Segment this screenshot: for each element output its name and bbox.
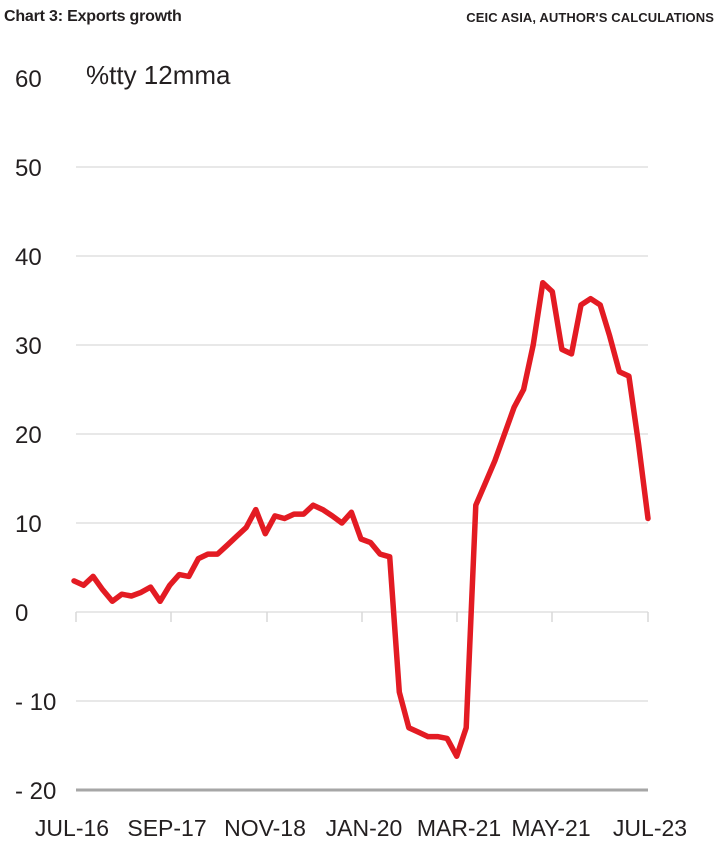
- y-tick-label-50: 50: [15, 155, 42, 182]
- x-tick-label-3: JAN-20: [326, 815, 403, 841]
- chart-title: Chart 3: Exports growth: [4, 8, 182, 25]
- x-tick-label-4: MAR-21: [417, 815, 501, 841]
- x-tick-label-5: MAY-21: [511, 815, 590, 841]
- y-tick-label-60: 60: [15, 66, 42, 93]
- x-tick-label-2: NOV-18: [224, 815, 306, 841]
- y-tick-label-minus-10: - 10: [15, 689, 56, 716]
- x-tick-label-6: JUL-23: [613, 815, 687, 841]
- series-line-exports-growth: [71, 279, 651, 759]
- y-tick-label-30: 30: [15, 333, 42, 360]
- y-axis-unit-label: %tty 12mma: [86, 60, 231, 90]
- y-tick-label-20: 20: [15, 422, 42, 449]
- chart-source: CEIC ASIA, AUTHOR'S CALCULATIONS: [466, 10, 714, 25]
- y-tick-label-minus-20: - 20: [15, 778, 56, 805]
- x-tick-label-1: SEP-17: [127, 815, 206, 841]
- y-tick-label-10: 10: [15, 511, 42, 538]
- y-tick-label-40: 40: [15, 244, 42, 271]
- y-tick-label-0: 0: [15, 600, 28, 627]
- x-tick-label-0: JUL-16: [35, 815, 109, 841]
